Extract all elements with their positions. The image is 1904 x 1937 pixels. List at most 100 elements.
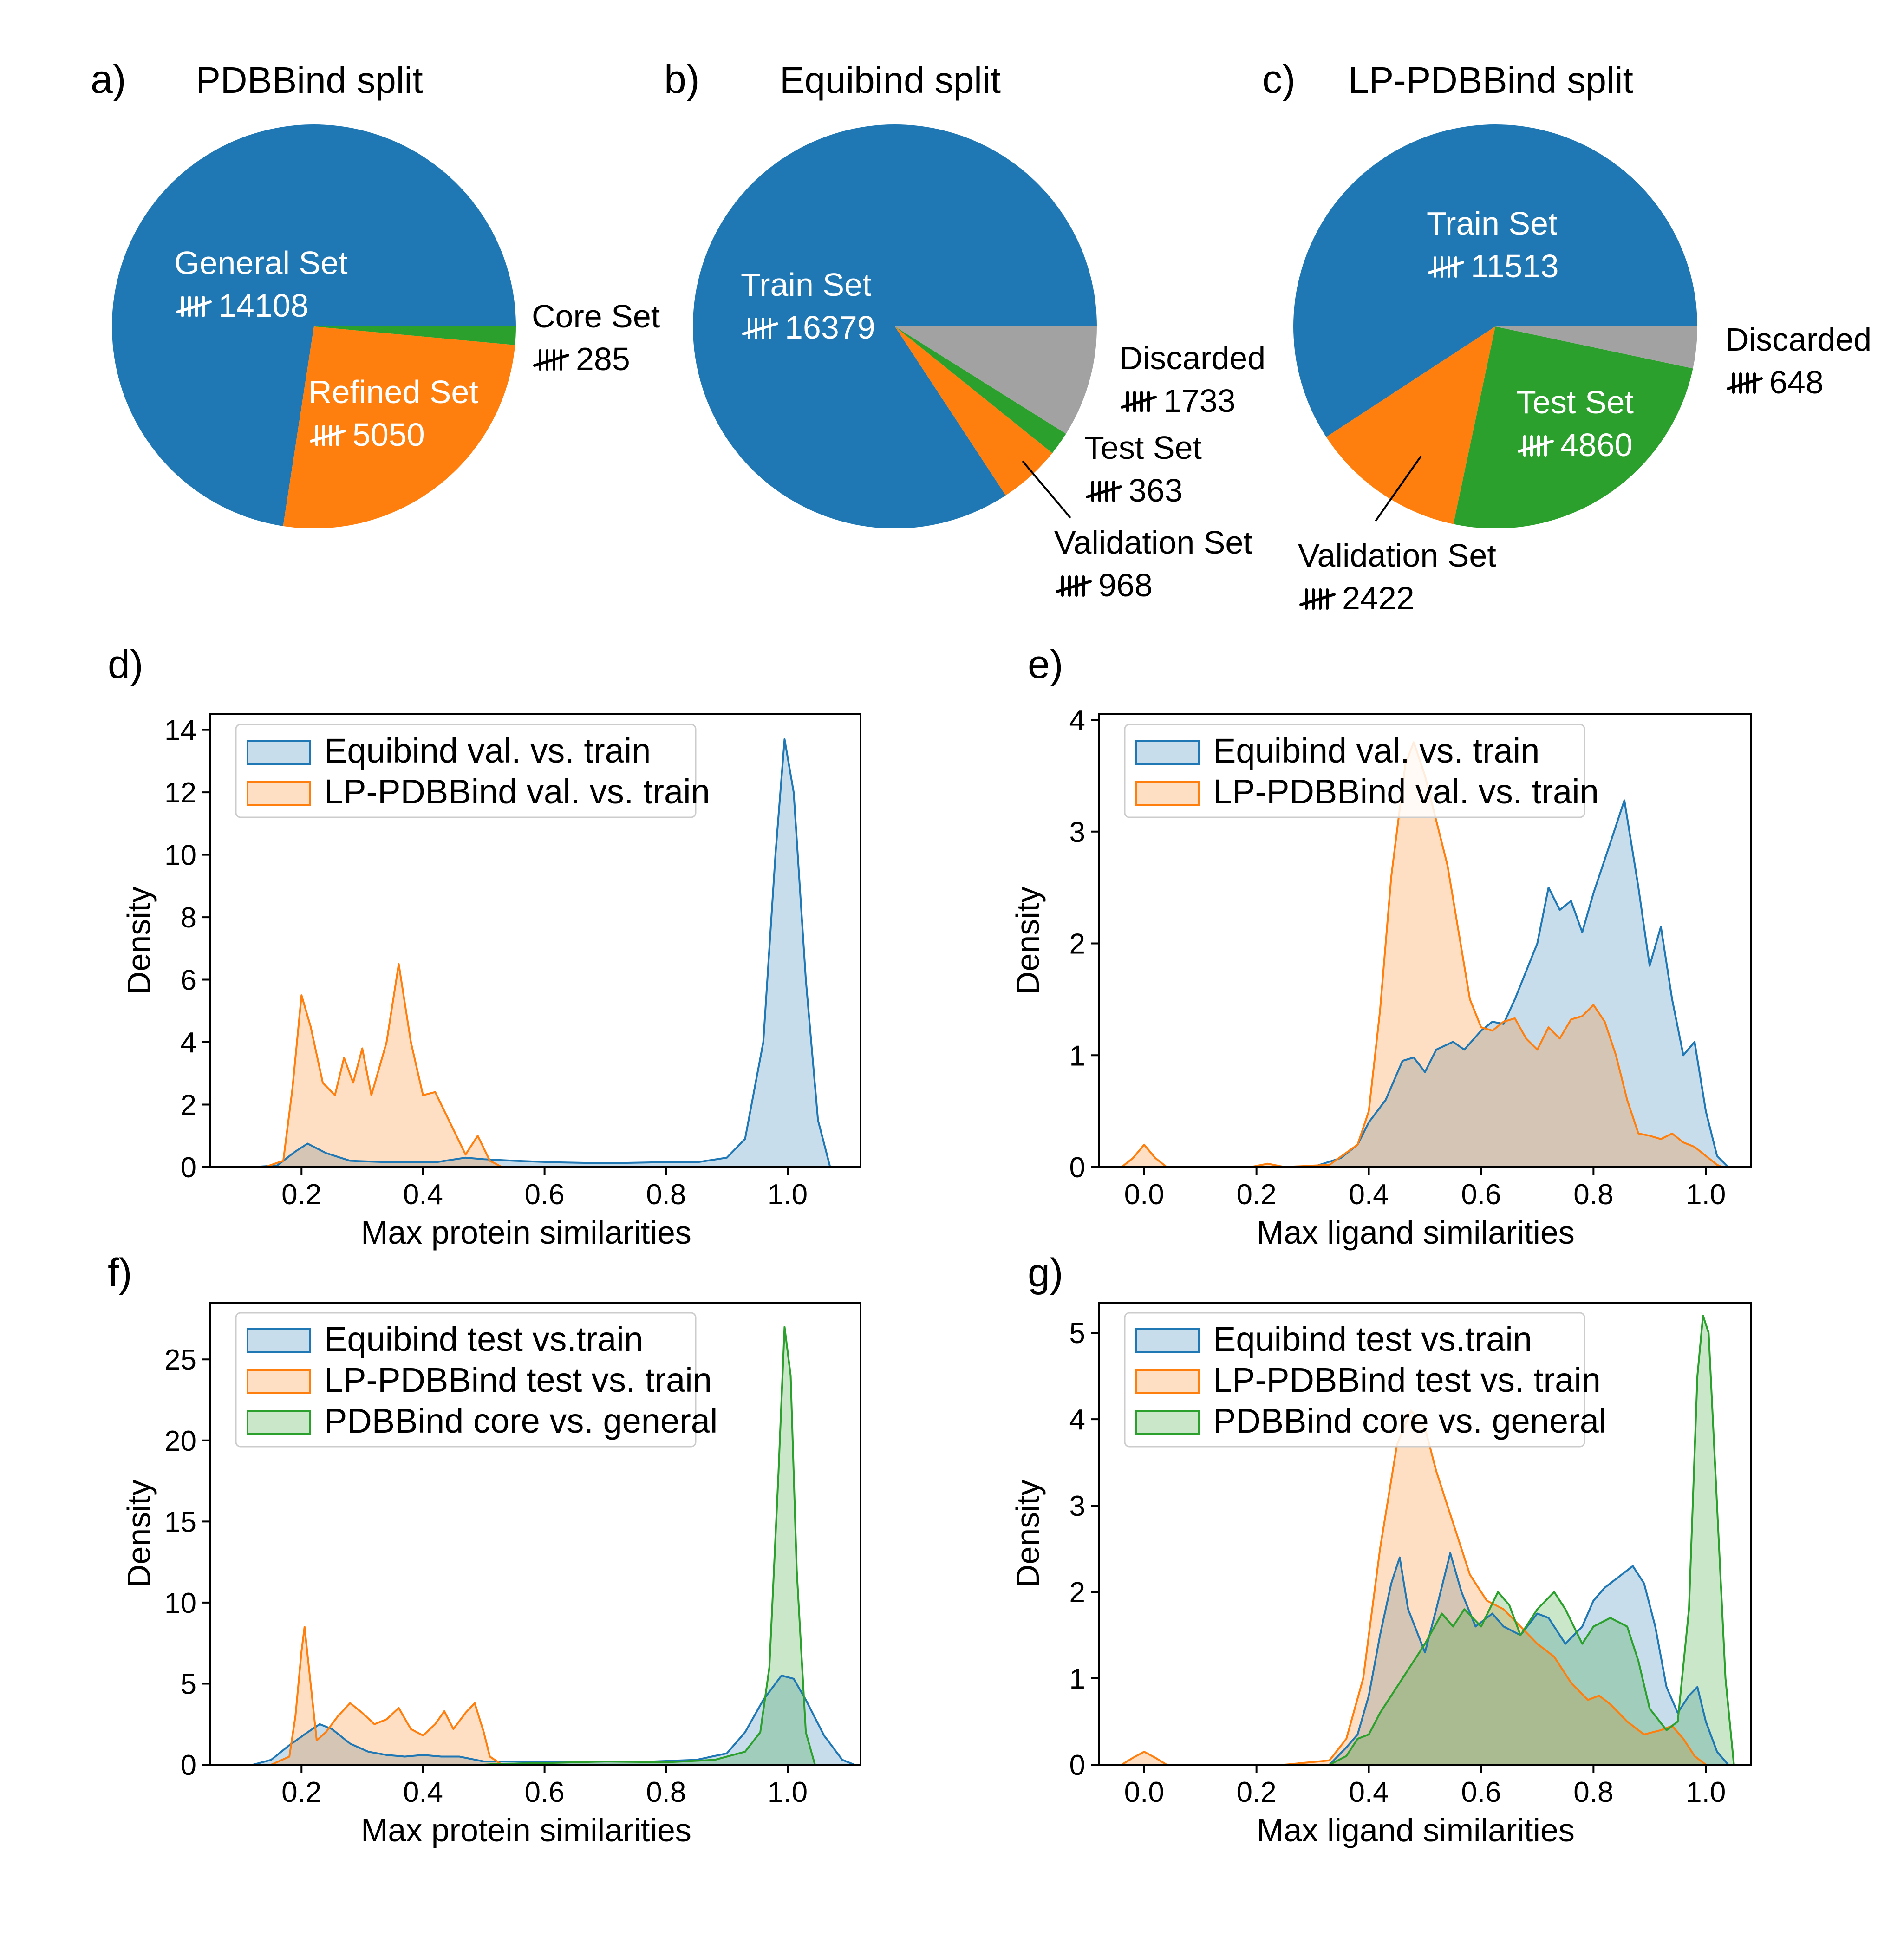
y-axis-label: Density bbox=[1010, 1480, 1046, 1588]
x-tick-label: 0.4 bbox=[403, 1776, 443, 1808]
y-axis-label: Density bbox=[121, 887, 157, 995]
y-axis-label: Density bbox=[1010, 887, 1046, 995]
pie-label-general-set-name: General Set bbox=[174, 245, 348, 281]
legend-entry: Equibind val. vs. train bbox=[324, 731, 651, 770]
pie-label-refined-set-count: 5050 bbox=[352, 417, 425, 453]
x-axis-label: Max protein similarities bbox=[361, 1214, 691, 1251]
pie-chart-a: a) PDBBind split General Set 14108 Refined S… bbox=[91, 57, 660, 528]
pie-label-discarded-tally-icon bbox=[1727, 372, 1763, 394]
legend-entry: LP-PDBBind test vs. train bbox=[324, 1361, 712, 1399]
x-tick-label: 0.8 bbox=[1573, 1776, 1613, 1808]
pie-label-train-set-name: Train Set bbox=[1427, 205, 1557, 241]
density-chart-g: g) 0.0 0.2 0.4 0.6 0.8 1.0 0 1 2 3 4 5 Max ligand sim… bbox=[1010, 1251, 1752, 1848]
x-tick-label: 0.0 bbox=[1124, 1179, 1164, 1211]
pie-label-discarded-count: 648 bbox=[1769, 364, 1824, 400]
pie-label-validation-set-tally-icon bbox=[1299, 588, 1336, 610]
density-area-lp-pdbbind-val-vs-train bbox=[1122, 742, 1723, 1167]
tally-strike bbox=[1518, 440, 1554, 453]
x-tick-label: 0.6 bbox=[1461, 1776, 1501, 1808]
axes-frame bbox=[209, 713, 861, 1168]
y-tick-label: 1 bbox=[1069, 1040, 1085, 1072]
x-tick-label: 1.0 bbox=[768, 1179, 808, 1211]
pie-label-refined-set-name: Refined Set bbox=[308, 374, 478, 410]
density-area-equibind-val-vs-train bbox=[253, 739, 830, 1167]
x-tick-label: 0.2 bbox=[1237, 1179, 1277, 1211]
pie-label-validation-set-count: 968 bbox=[1098, 567, 1153, 603]
pie-slice-validation-set bbox=[895, 326, 1052, 496]
x-tick-label: 0.2 bbox=[1237, 1776, 1277, 1808]
pie-label-train-set-tally-icon bbox=[1428, 256, 1464, 278]
y-tick-label: 5 bbox=[1069, 1317, 1085, 1350]
pie-label-test-set-name: Test Set bbox=[1084, 430, 1202, 466]
pie-label-train-set-tally-icon bbox=[742, 318, 778, 339]
density-chart-f: f) 0.2 0.4 0.6 0.8 1.0 0 5 10 15 20 25 Max protein s… bbox=[108, 1251, 861, 1848]
density-line-equibind-test-vs-train bbox=[1329, 1552, 1729, 1766]
pie-label-discarded-tally-icon bbox=[1121, 391, 1157, 412]
pie-title: PDBBind split bbox=[196, 59, 423, 101]
tally-strike bbox=[1299, 593, 1336, 606]
density-line-equibind-val-vs-train bbox=[253, 738, 831, 1168]
x-tick-label: 1.0 bbox=[1686, 1179, 1726, 1211]
y-tick-label: 3 bbox=[1069, 1490, 1085, 1522]
pie-title: Equibind split bbox=[780, 59, 1001, 101]
density-area-pdbbind-core-vs-general bbox=[483, 1327, 815, 1765]
y-tick-label: 0 bbox=[1069, 1152, 1085, 1184]
x-tick-label: 0.6 bbox=[1461, 1179, 1501, 1211]
x-tick-label: 0.2 bbox=[281, 1179, 321, 1211]
pie-slice-discarded bbox=[895, 326, 1097, 434]
pie-slice-test-set bbox=[895, 326, 1066, 453]
density-area-lp-pdbbind-test-vs-train bbox=[271, 1627, 502, 1765]
y-tick-label: 2 bbox=[181, 1089, 196, 1122]
x-tick-label: 0.0 bbox=[1124, 1776, 1164, 1808]
pie-label-test-set-count: 4860 bbox=[1560, 427, 1633, 463]
x-axis-label: Max protein similarities bbox=[361, 1812, 691, 1848]
tally-strike bbox=[533, 354, 569, 367]
pie-label-discarded-name: Discarded bbox=[1119, 340, 1265, 376]
legend-entry: LP-PDBBind test vs. train bbox=[1213, 1361, 1601, 1399]
tally-strike bbox=[1086, 485, 1122, 498]
y-tick-label: 2 bbox=[1069, 1577, 1085, 1609]
legend-entry: PDBBind core vs. general bbox=[1213, 1402, 1606, 1440]
y-tick-label: 12 bbox=[164, 777, 196, 809]
y-tick-label: 25 bbox=[164, 1344, 196, 1376]
pie-label-validation-set-name: Validation Set bbox=[1298, 537, 1496, 574]
pie-label-general-set-tally-icon bbox=[176, 296, 212, 317]
density-line-pdbbind-core-vs-general bbox=[1329, 1314, 1735, 1766]
density-chart-e: e) 0.0 0.2 0.4 0.6 0.8 1.0 0 1 2 3 4 Max ligand simi… bbox=[1010, 642, 1752, 1251]
y-tick-label: 2 bbox=[1069, 928, 1085, 960]
pie-label-train-set-count: 16379 bbox=[785, 309, 875, 346]
pie-label-general-set-count: 14108 bbox=[218, 287, 309, 324]
pie-slice-general-set bbox=[112, 124, 516, 526]
pie-slice-core-set bbox=[314, 326, 516, 346]
axes-frame bbox=[209, 1302, 861, 1766]
x-axis-label: Max ligand similarities bbox=[1257, 1214, 1575, 1251]
density-area-lp-pdbbind-val-vs-train bbox=[265, 964, 502, 1167]
panel-letter: g) bbox=[1028, 1251, 1063, 1295]
legend-swatch bbox=[247, 1410, 311, 1435]
pie-label-test-set-count: 363 bbox=[1128, 472, 1183, 509]
density-area-equibind-test-vs-train bbox=[253, 1675, 854, 1765]
y-tick-label: 10 bbox=[164, 1587, 196, 1619]
y-tick-label: 0 bbox=[181, 1152, 196, 1184]
y-tick-label: 10 bbox=[164, 840, 196, 872]
x-axis-label: Max ligand similarities bbox=[1257, 1812, 1575, 1848]
panel-letter: a) bbox=[91, 57, 126, 102]
pie-slice-refined-set bbox=[283, 326, 515, 528]
y-tick-label: 14 bbox=[164, 715, 196, 747]
legend-swatch bbox=[247, 781, 311, 806]
pie-chart-b: b) Equibind split Train Set 16379 Validation… bbox=[664, 57, 1265, 603]
y-tick-label: 4 bbox=[1069, 704, 1085, 737]
panel-letter: b) bbox=[664, 57, 699, 102]
pie-label-discarded-name: Discarded bbox=[1725, 321, 1871, 358]
x-tick-label: 1.0 bbox=[768, 1776, 808, 1808]
pie-label-core-set-tally-icon bbox=[533, 349, 569, 371]
pie-leader-line bbox=[1022, 460, 1071, 519]
legend-entry: PDBBind core vs. general bbox=[324, 1402, 717, 1440]
pie-label-validation-set-name: Validation Set bbox=[1054, 524, 1252, 561]
legend-entry: LP-PDBBind val. vs. train bbox=[1213, 772, 1599, 811]
axes-frame bbox=[1098, 713, 1752, 1168]
y-tick-label: 4 bbox=[1069, 1404, 1085, 1436]
y-tick-label: 0 bbox=[1069, 1749, 1085, 1781]
